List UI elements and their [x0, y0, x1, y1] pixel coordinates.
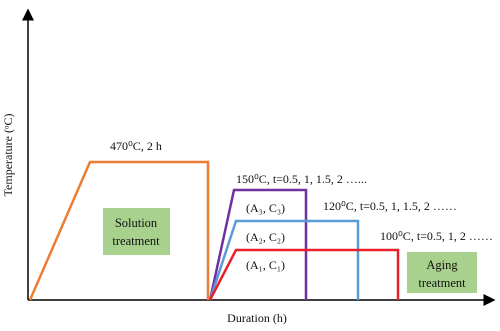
box-text: Aging — [426, 258, 458, 272]
aging-profile-100 — [208, 248, 400, 301]
sample-label: (A₁, C₁) — [246, 258, 285, 272]
aging-profile-150 — [208, 188, 308, 301]
sample-label: (A₂, C₂) — [246, 230, 285, 244]
y-axis-label: Temperature (ᵒC) — [1, 114, 15, 197]
annotation: 100⁰C, t=0.5, 1, 2 …… — [380, 229, 493, 243]
box-text: treatment — [418, 276, 466, 290]
aging-profile-120 — [208, 219, 360, 301]
box-text: Solution — [115, 216, 158, 230]
box-text: treatment — [112, 234, 160, 248]
x-axis-label: Duration (h) — [227, 311, 287, 325]
sample-label: (A₃, C₃) — [246, 201, 285, 215]
annotation: 120⁰C, t=0.5, 1, 1.5, 2 …… — [323, 199, 457, 213]
solution-box — [103, 208, 170, 255]
solution-profile — [28, 160, 210, 301]
aging-box — [407, 252, 477, 293]
annotation: 470⁰C, 2 h — [110, 139, 162, 153]
annotation: 150⁰C, t=0.5, 1, 1.5, 2 …... — [236, 172, 367, 186]
